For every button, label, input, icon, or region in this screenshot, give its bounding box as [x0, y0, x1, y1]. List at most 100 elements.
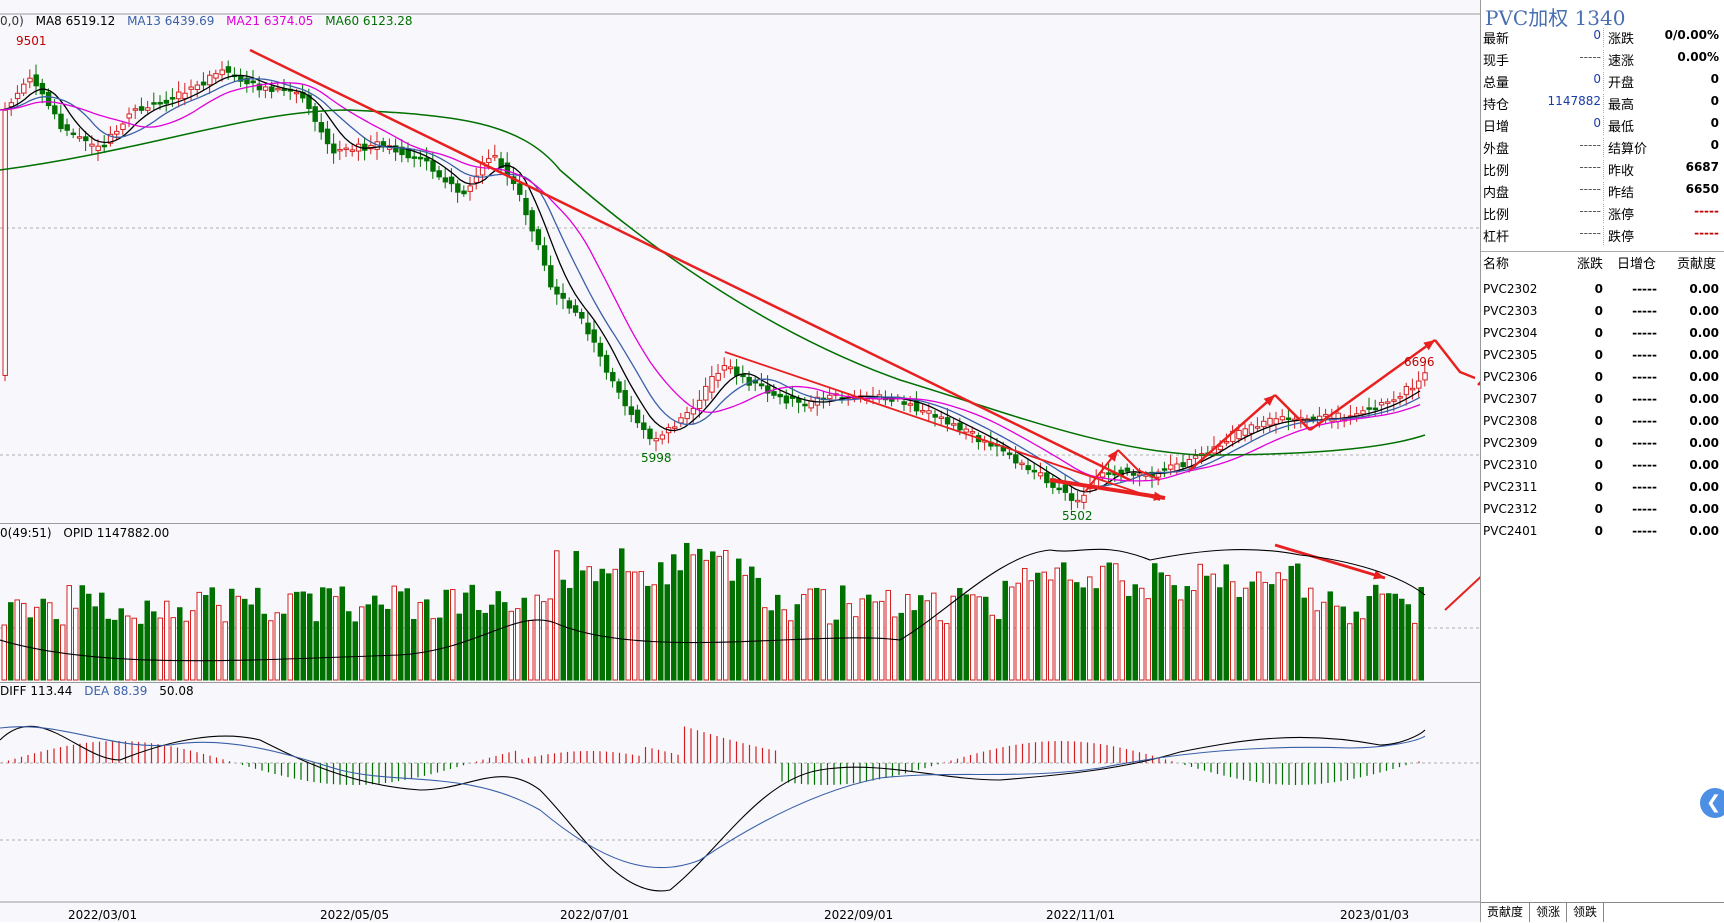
contract-list-row[interactable]: PVC2306 0 ----- 0.00: [1481, 366, 1724, 388]
contract-name: PVC2304: [1483, 326, 1538, 340]
candle-body: [14, 92, 21, 100]
volume-bar: [775, 594, 781, 681]
candle-body: [901, 401, 907, 405]
quote-right-value: 0.00%: [1677, 50, 1719, 64]
volume-bar: [1035, 572, 1041, 681]
chart-area[interactable]: 0,0) MA8 6519.12 MA13 6439.69 MA21 6374.…: [0, 0, 1480, 922]
volume-up-arrow: [1444, 576, 1480, 611]
contract-contrib: 0.00: [1689, 370, 1719, 384]
candle-body: [312, 106, 318, 122]
volume-bar: [729, 580, 735, 681]
contract-oi: -----: [1632, 282, 1657, 296]
volume-bar: [1158, 572, 1164, 681]
list-header-name[interactable]: 名称: [1483, 257, 1510, 272]
volume-bar: [632, 571, 638, 681]
volume-bar: [417, 601, 423, 681]
volume-bar: [989, 614, 995, 681]
candle-body: [430, 160, 436, 172]
candle-body: [1192, 455, 1199, 459]
contract-list-row[interactable]: PVC2304 0 ----- 0.00: [1481, 322, 1724, 344]
quote-right-value: 0: [1710, 94, 1719, 108]
candle-body: [1062, 484, 1069, 493]
candle-body: [535, 229, 542, 246]
volume-bar: [1288, 565, 1294, 681]
volume-bar: [788, 620, 794, 681]
candle-body: [194, 84, 201, 91]
contract-list-row[interactable]: PVC2309 0 ----- 0.00: [1481, 432, 1724, 454]
contract-list-row[interactable]: PVC2310 0 ----- 0.00: [1481, 454, 1724, 476]
candle-body: [727, 366, 734, 370]
candle-body: [1124, 467, 1131, 472]
candle-body: [1223, 441, 1230, 444]
candle-body: [89, 143, 95, 147]
volume-bar: [736, 558, 742, 681]
volume-bar: [339, 586, 345, 681]
volume-bar: [944, 623, 950, 681]
contract-oi: -----: [1632, 392, 1657, 406]
volume-bar: [66, 585, 72, 681]
volume-bar: [950, 595, 956, 681]
collapse-panel-button[interactable]: ❮: [1700, 788, 1724, 818]
contract-list-row[interactable]: PVC2401 0 ----- 0.00: [1481, 520, 1724, 542]
candle-body: [969, 431, 976, 434]
contract-change: 0: [1594, 282, 1603, 296]
list-header-change[interactable]: 涨跌: [1577, 257, 1604, 272]
volume-bar: [456, 613, 462, 681]
volume-bar: [1113, 563, 1119, 681]
volume-bar: [1308, 587, 1314, 681]
volume-bar: [21, 602, 27, 681]
list-header-contribution[interactable]: 贡献度: [1677, 257, 1717, 272]
candle-body: [678, 417, 684, 424]
price-label-low-mid: 5998: [641, 451, 672, 465]
list-header-oi_change[interactable]: 日增仓: [1617, 257, 1657, 272]
candle-body: [250, 80, 256, 84]
tab-leading-up[interactable]: 领涨: [1530, 903, 1568, 922]
candle-body: [436, 170, 442, 178]
contract-change: 0: [1594, 348, 1603, 362]
contract-change: 0: [1594, 524, 1603, 538]
volume-bar: [619, 548, 625, 681]
candle-body: [256, 83, 263, 91]
quote-left-value: -----: [1579, 204, 1601, 218]
volume-bar: [1093, 588, 1099, 681]
volume-bar: [1210, 573, 1216, 681]
contract-list-row[interactable]: PVC2308 0 ----- 0.00: [1481, 410, 1724, 432]
quote-left-label: 现手: [1483, 54, 1510, 69]
volume-bar: [86, 593, 92, 681]
downtrend-line-2: [724, 351, 1161, 501]
candle-body: [306, 94, 312, 110]
tab-leading-down[interactable]: 领跌: [1567, 903, 1605, 922]
volume-bar: [879, 600, 885, 681]
volume-bar: [567, 587, 573, 681]
volume-bar: [1334, 605, 1340, 681]
volume-bar: [853, 616, 859, 681]
volume-bar: [1204, 575, 1210, 681]
ma13-line: [0, 78, 1421, 488]
candle-body: [889, 399, 895, 402]
candle-body: [765, 385, 771, 394]
contract-list-row[interactable]: PVC2303 0 ----- 0.00: [1481, 300, 1724, 322]
candle-body: [616, 381, 622, 393]
volume-bar: [112, 619, 118, 681]
contract-list-row[interactable]: PVC2307 0 ----- 0.00: [1481, 388, 1724, 410]
candle-body: [262, 86, 269, 91]
candle-body: [95, 145, 101, 152]
volume-bar: [1223, 564, 1229, 681]
contract-list-row[interactable]: PVC2312 0 ----- 0.00: [1481, 498, 1724, 520]
ma8-line: [0, 74, 1421, 493]
candle-body: [114, 130, 120, 135]
contract-list-row[interactable]: PVC2302 0 ----- 0.00: [1481, 278, 1724, 300]
tab-contribution[interactable]: 贡献度: [1481, 903, 1531, 922]
contract-list-row[interactable]: PVC2311 0 ----- 0.00: [1481, 476, 1724, 498]
candle-body: [1378, 402, 1385, 406]
contract-list-row[interactable]: PVC2305 0 ----- 0.00: [1481, 344, 1724, 366]
candle-body: [1261, 420, 1267, 428]
volume-bar: [703, 559, 709, 681]
candle-body: [659, 434, 666, 440]
candle-body: [1273, 418, 1279, 425]
volume-bar: [1327, 591, 1333, 681]
ma13-legend: MA13 6439.69: [127, 14, 215, 28]
candle-body: [293, 91, 300, 95]
candle-body: [1025, 465, 1031, 471]
volume-bar: [489, 604, 495, 681]
